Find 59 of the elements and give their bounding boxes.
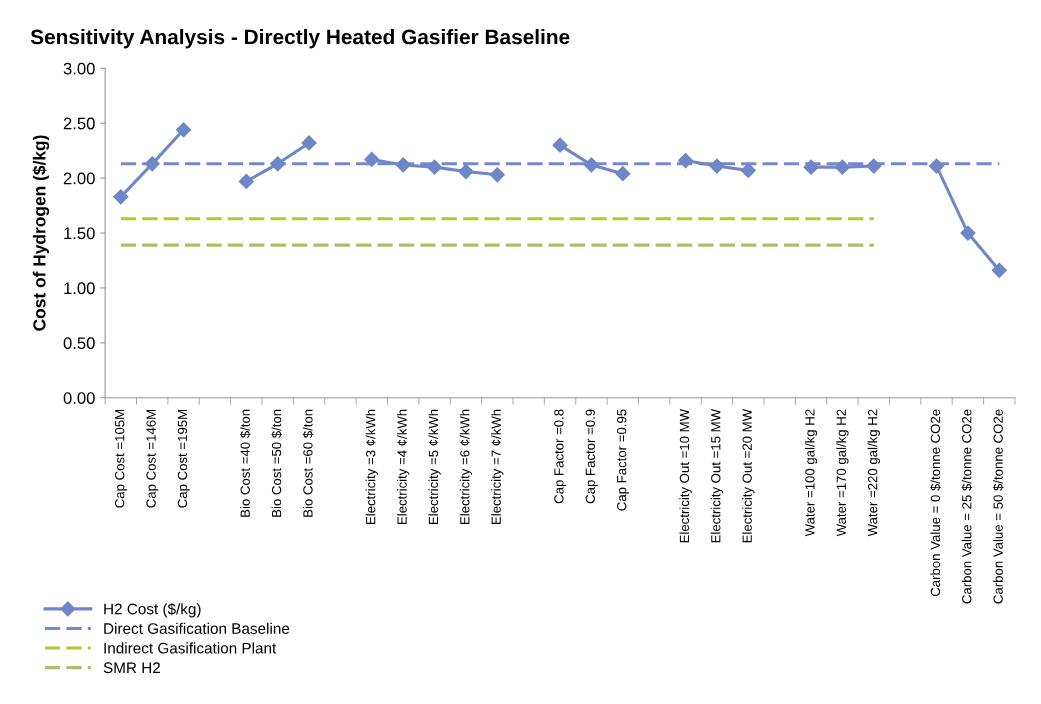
x-tick-label: Electricity Out =20 MW xyxy=(742,408,755,543)
point xyxy=(176,122,192,138)
point xyxy=(866,158,882,174)
x-tick-label: Bio Cost =40 $/ton xyxy=(239,409,251,517)
point xyxy=(677,152,694,169)
x-tick-label: Electricity Out =10 MW xyxy=(679,408,692,543)
x-tick-label: Electricity =7 ¢/kWh xyxy=(491,409,504,525)
x-tick-label: Electricity =4 ¢/kWh xyxy=(397,409,410,525)
point xyxy=(364,151,380,168)
point xyxy=(301,135,317,151)
point xyxy=(928,158,945,174)
point xyxy=(991,262,1007,278)
point xyxy=(489,167,505,183)
point xyxy=(709,158,725,174)
point xyxy=(144,156,160,172)
y-tick-label: 1.00 xyxy=(64,282,95,295)
y-tick-label: 1.50 xyxy=(64,227,95,240)
legend-label: Indirect Gasification Plant xyxy=(104,642,277,654)
x-tick-label: Cap Factor =0.9 xyxy=(585,409,598,504)
point xyxy=(740,162,756,178)
point xyxy=(552,137,568,153)
point xyxy=(238,173,254,189)
x-tick-label: Electricity Out =15 MW xyxy=(710,408,724,543)
point xyxy=(426,159,443,175)
x-tick-label: Carbon Value = 25 $/tonne CO2e xyxy=(961,409,973,604)
point xyxy=(583,157,600,173)
x-tick-label: Cap Factor =0.95 xyxy=(617,409,629,511)
chart-title: Sensitivity Analysis - Directly Heated Gasifier Baseline xyxy=(30,29,570,49)
legend-label: SMR H2 xyxy=(103,662,160,674)
x-tick-label: Electricity =6 ¢/kWh xyxy=(459,409,473,525)
y-tick-label: 3.00 xyxy=(63,62,95,75)
x-tick-label: Water =220 gal/kg H2 xyxy=(867,409,880,537)
x-tick-label: Cap Factor =0.8 xyxy=(554,409,567,504)
x-tick-label: Cap Cost =105M xyxy=(115,409,127,508)
point xyxy=(803,159,819,175)
y-tick-label: 2.00 xyxy=(63,172,95,185)
x-tick-label: Carbon Value = 50 $/tonne CO2e xyxy=(992,409,1004,604)
x-tick-label: Bio Cost =50 $/ton xyxy=(271,409,283,517)
x-tick-label: Water =170 gal/kg H2 xyxy=(836,409,849,537)
y-tick-label: 0.50 xyxy=(63,337,95,350)
x-tick-label: Carbon Value = 0 $/tonne CO2e xyxy=(930,409,941,597)
point xyxy=(395,157,411,173)
x-tick-label: Electricity =5 ¢/kWh xyxy=(428,409,441,525)
x-tick-label: Cap Cost =195M xyxy=(177,409,190,508)
legend-label: Direct Gasification Baseline xyxy=(104,622,290,634)
y-axis-title: Cost of Hydrogen ($/kg) xyxy=(32,135,50,331)
x-tick-label: Water =100 gal/kg H2 xyxy=(804,409,818,537)
point xyxy=(458,163,474,180)
x-tick-label: Bio Cost =60 $/ton xyxy=(302,409,314,517)
point xyxy=(113,189,129,205)
y-tick-label: 0.00 xyxy=(63,392,95,404)
legend-label: H2 Cost ($/kg) xyxy=(104,602,201,618)
y-tick-label: 2.50 xyxy=(63,117,95,130)
point xyxy=(960,225,976,241)
point xyxy=(834,159,850,175)
point xyxy=(615,166,631,182)
x-tick-label: Electricity =3 ¢/kWh xyxy=(365,409,378,525)
x-tick-label: Cap Cost =146M xyxy=(146,409,159,508)
point xyxy=(270,156,286,172)
